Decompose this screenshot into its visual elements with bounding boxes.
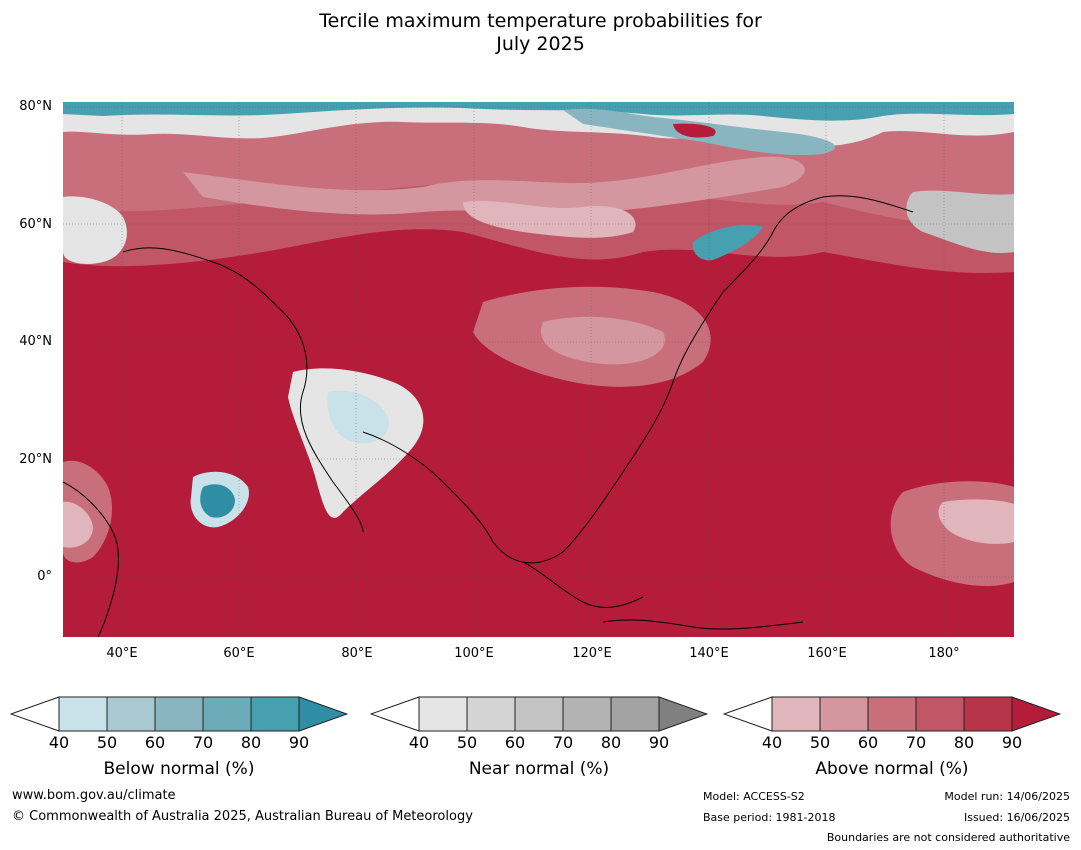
colorbar-near-tick: 40 (408, 733, 430, 752)
colorbar-below-swatch-5 (250, 696, 300, 732)
colorbar-below-tick: 70 (192, 733, 214, 752)
band-siberia-60 (183, 156, 805, 215)
colorbar-near-swatch-0 (369, 696, 420, 732)
colorbar-below-normal (9, 696, 349, 736)
colorbar-near-tick: 90 (648, 733, 670, 752)
colorbar-near-swatch-2 (466, 696, 516, 732)
colorbar-near-swatch-5 (610, 696, 660, 732)
okhotsk-below-normal (692, 225, 763, 261)
colorbar-below-tick: 60 (144, 733, 166, 752)
lon-label-180: 180° (928, 646, 960, 661)
colorbar-above-tick: 50 (809, 733, 831, 752)
pacific-patch-50 (938, 499, 1014, 544)
colorbar-above-swatch-1 (771, 696, 821, 732)
colorbar-below-swatch-4 (202, 696, 252, 732)
lat-label-0: 0° (37, 569, 52, 584)
colorbar-below-title: Below normal (%) (103, 759, 255, 779)
colorbar-near-tick: 50 (456, 733, 478, 752)
arctic-below-normal (63, 102, 1014, 121)
coastlines (63, 195, 914, 637)
china-patch-60 (541, 316, 665, 365)
footer-issued: Issued: 16/06/2025 (963, 811, 1070, 824)
footer-base-period: Base period: 1981-2018 (703, 811, 836, 824)
far-east-near-normal (906, 190, 1014, 253)
colorbar-above-swatch-4 (915, 696, 965, 732)
footer-boundaries-note: Boundaries are not considered authoritat… (826, 831, 1070, 844)
india-below-normal (327, 390, 389, 444)
colorbar-near-tick: 80 (600, 733, 622, 752)
lon-label-140e: 140°E (689, 646, 729, 661)
colorbar-above-tick: 90 (1001, 733, 1023, 752)
colorbar-near-normal (369, 696, 709, 736)
colorbar-above-swatch-0 (722, 696, 773, 732)
colorbar-above-swatch-6 (1011, 696, 1062, 732)
footer-model-run: Model run: 14/06/2025 (944, 790, 1070, 803)
colorbar-above-swatch-5 (963, 696, 1013, 732)
colorbar-near-tick: 60 (504, 733, 526, 752)
colorbar-below-swatch-1 (58, 696, 108, 732)
footer-model: Model: ACCESS-S2 (703, 790, 805, 803)
colorbar-below-swatch-3 (154, 696, 204, 732)
colorbar-near-tick: 70 (552, 733, 574, 752)
colorbar-below-tick: 80 (240, 733, 262, 752)
colorbar-below-swatch-6 (298, 696, 349, 732)
lat-label-60n: 60°N (19, 217, 52, 232)
colorbar-near-swatch-4 (562, 696, 612, 732)
colorbar-above-tick: 80 (953, 733, 975, 752)
colorbar-above-tick: 60 (857, 733, 879, 752)
colorbar-near-swatch-1 (418, 696, 468, 732)
colorbar-below-tick: 90 (288, 733, 310, 752)
colorbar-above-swatch-2 (819, 696, 869, 732)
map-title-line1: Tercile maximum temperature probabilitie… (319, 10, 762, 32)
colorbar-below-swatch-0 (9, 696, 60, 732)
east-africa-light (63, 501, 93, 548)
lon-label-160e: 160°E (807, 646, 847, 661)
footer-website: www.bom.gov.au/climate (12, 788, 176, 803)
lon-label-120e: 120°E (572, 646, 612, 661)
colorbar-below-tick: 40 (48, 733, 70, 752)
map-title-line2: July 2025 (496, 33, 585, 55)
colorbar-below-swatch-2 (106, 696, 156, 732)
probability-map (63, 102, 1014, 637)
colorbar-above-title: Above normal (%) (815, 759, 969, 779)
map-title: Tercile maximum temperature probabilitie… (0, 10, 1081, 56)
lon-label-40e: 40°E (106, 646, 138, 661)
patch-siberia-50 (463, 200, 636, 238)
india-near-normal (288, 368, 424, 518)
graticule (63, 102, 1014, 637)
map-canvas (63, 102, 1014, 637)
lon-label-100e: 100°E (454, 646, 494, 661)
scandinavia-near-normal (63, 196, 127, 264)
colorbar-above-tick: 70 (905, 733, 927, 752)
lon-label-60e: 60°E (223, 646, 255, 661)
lat-label-40n: 40°N (19, 334, 52, 349)
colorbar-below-tick: 50 (96, 733, 118, 752)
colorbar-near-swatch-6 (658, 696, 709, 732)
arctic-above-patch (673, 123, 716, 138)
colorbar-above-swatch-3 (867, 696, 917, 732)
colorbar-above-normal (722, 696, 1062, 736)
lon-label-80e: 80°E (341, 646, 373, 661)
colorbar-near-swatch-3 (514, 696, 564, 732)
colorbar-near-title: Near normal (%) (468, 759, 610, 779)
footer-copyright: © Commonwealth of Australia 2025, Austra… (12, 809, 473, 824)
arabian-sea-below-core (200, 484, 235, 518)
lat-label-20n: 20°N (19, 452, 52, 467)
colorbar-above-tick: 40 (761, 733, 783, 752)
lat-label-80n: 80°N (19, 99, 52, 114)
